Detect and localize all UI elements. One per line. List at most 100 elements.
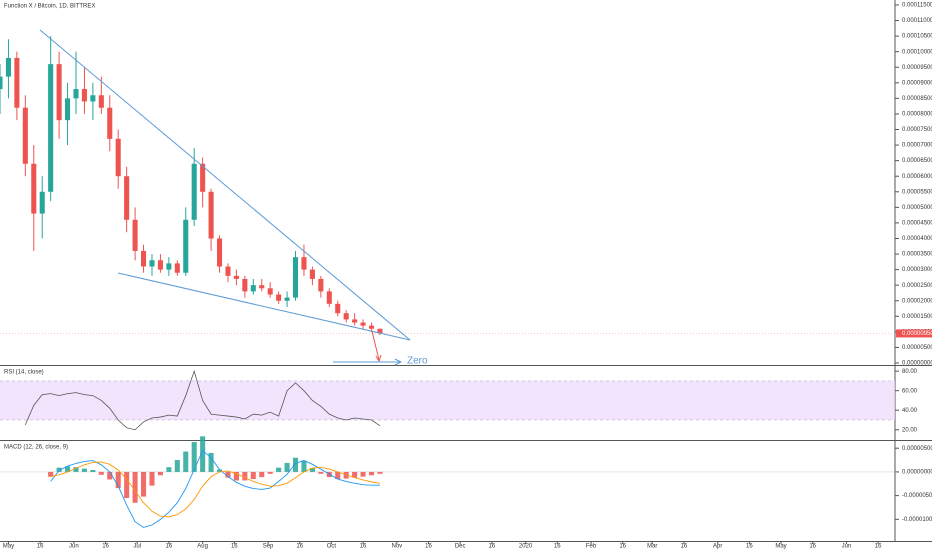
candle-body <box>48 64 54 192</box>
x-tick-label: Jun <box>69 544 79 550</box>
rsi-line <box>24 369 381 431</box>
arrow-head <box>375 354 382 363</box>
y-tick-label: 0.00010000 <box>902 49 932 55</box>
y-tick-label: 0.00000000 <box>902 361 932 367</box>
x-tick-label: 16 <box>296 544 303 550</box>
x-tick-label: 16 <box>102 544 109 550</box>
x-tick-label: 16 <box>231 544 238 550</box>
candle-body <box>276 294 282 301</box>
y-tick-label: 0.00009500 <box>902 65 932 71</box>
y-tick-label: 0.00008500 <box>902 96 932 102</box>
x-tick-label: 16 <box>425 544 432 550</box>
x-tick-label: 16 <box>554 544 561 550</box>
candle-body <box>250 285 256 292</box>
y-tick-label: -0.00001000 <box>902 517 932 523</box>
candle-body <box>326 291 332 304</box>
y-tick-label: 0.00002500 <box>902 283 932 289</box>
histogram-bar <box>309 468 315 472</box>
y-tick-label: 0.00000500 <box>902 446 932 452</box>
y-tick-label: 0.00000500 <box>902 345 932 351</box>
histogram-bar <box>132 471 138 503</box>
y-tick-label: 60.00 <box>902 388 918 394</box>
annotation: Zero <box>407 356 428 367</box>
candle-body <box>352 319 358 323</box>
histogram-bar <box>115 471 121 489</box>
histogram-bar <box>368 471 375 476</box>
histogram-bar <box>166 467 172 472</box>
candle-body <box>5 57 11 77</box>
x-tick-label: 16 <box>746 544 753 550</box>
histogram-bar <box>208 452 214 472</box>
histogram-bar <box>259 471 265 478</box>
x-tick-label: Feb <box>586 544 597 550</box>
candle-body <box>292 257 299 298</box>
y-tick-label: 0.00007500 <box>902 127 932 133</box>
histogram-bar <box>301 460 307 472</box>
y-tick-label: 40.00 <box>902 408 918 414</box>
candle-body <box>0 76 3 90</box>
histogram-bar <box>73 467 79 472</box>
histogram-bar <box>352 471 358 478</box>
histogram-bar <box>233 471 239 481</box>
candle-body <box>90 95 96 102</box>
histogram-bar <box>225 471 231 478</box>
y-tick-label: 0.00004500 <box>902 220 932 226</box>
candle-body <box>14 57 20 108</box>
histogram-bar <box>216 469 223 472</box>
histogram-bar <box>242 471 248 481</box>
x-tick-label: 16 <box>488 544 495 550</box>
y-tick-label: 0.00001500 <box>902 314 932 320</box>
candle-body <box>149 260 155 267</box>
candle-body <box>107 107 113 139</box>
chart-title: Function X / Bitcoin, 1D, BITTREX <box>4 4 95 10</box>
y-tick-label: 0.00011000 <box>902 18 932 24</box>
y-tick-label: -0.00000500 <box>902 493 932 499</box>
y-tick-label: 0.00009000 <box>902 80 932 86</box>
candle-body <box>31 163 37 214</box>
y-tick-label: 80.00 <box>902 369 918 375</box>
candle-body <box>335 303 341 314</box>
candle-body <box>216 238 223 267</box>
x-tick-label: Sep <box>263 544 274 550</box>
candle-body <box>259 285 265 289</box>
y-tick-label: 0.00003000 <box>902 267 932 273</box>
y-tick-label: 20.00 <box>902 427 918 433</box>
x-tick-label: May <box>3 544 14 550</box>
histogram-bar <box>107 471 113 480</box>
x-tick-label: Mar <box>647 544 657 550</box>
y-tick-label: 0.00008000 <box>902 112 932 118</box>
x-tick-label: 2020 <box>519 544 533 550</box>
candle-body <box>98 95 104 108</box>
x-tick-label: 16 <box>166 544 173 550</box>
y-tick-label: 0.00005500 <box>902 189 932 195</box>
candle-body <box>115 138 121 177</box>
candle-body <box>141 250 147 267</box>
y-tick-label: 0.00011500 <box>902 3 932 9</box>
y-tick-label: 0.00002000 <box>902 298 932 304</box>
histogram-bar <box>65 466 71 472</box>
histogram-bar <box>200 436 206 472</box>
candle-body <box>343 313 349 320</box>
marks: 0.000000000.000005000.000010000.00001500… <box>0 3 932 550</box>
candle-body <box>301 257 307 270</box>
candle-body <box>183 219 189 273</box>
histogram-bar <box>276 467 282 472</box>
arrow <box>371 330 380 361</box>
histogram-bar <box>157 471 163 476</box>
candle-body <box>22 107 28 164</box>
x-tick-label: Oct <box>327 544 337 550</box>
macd-line <box>50 461 381 518</box>
y-tick-label: 0.00004000 <box>902 236 932 242</box>
pane-title: MACD (12, 26, close, 9) <box>4 445 68 451</box>
candle-body <box>267 288 273 295</box>
candle-body <box>132 219 138 251</box>
candle-body <box>39 191 45 214</box>
candle-body <box>174 263 180 273</box>
last-price-label: 0.00000950 <box>902 331 932 337</box>
pane-title: RSI (14, close) <box>4 370 44 376</box>
histogram-bar <box>318 471 324 474</box>
histogram-bar <box>267 471 273 474</box>
candle-body <box>284 297 290 301</box>
